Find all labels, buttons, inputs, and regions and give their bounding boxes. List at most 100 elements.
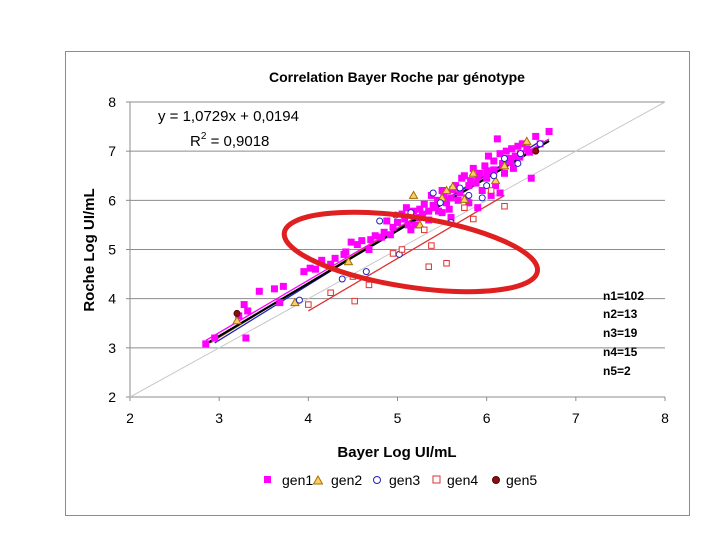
gen2-point-8 — [459, 194, 470, 203]
gen3-point-2 — [362, 268, 370, 276]
r2-value: = 0,9018 — [206, 133, 269, 150]
x-tick-label-2: 2 — [126, 410, 134, 426]
gen2-point-12 — [521, 136, 532, 145]
data-points — [202, 128, 553, 348]
gen1-point-67 — [527, 174, 535, 182]
gen1-point-0 — [202, 340, 210, 348]
gen4-point-8 — [425, 263, 432, 270]
fit-line-gen4 — [308, 194, 505, 312]
gen1-point-24 — [394, 218, 401, 226]
gen1-point-52 — [490, 157, 498, 165]
x-tick-label-6: 6 — [483, 410, 491, 426]
y-tick-label-3: 3 — [108, 340, 116, 356]
gen1-point-88 — [483, 168, 491, 176]
gen1-point-8 — [276, 299, 284, 307]
gen1-point-95 — [435, 207, 443, 215]
gen3-point-11 — [465, 191, 473, 199]
gen3-point-16 — [514, 159, 522, 167]
series-gen5 — [233, 147, 540, 317]
gen1-point-9 — [279, 282, 287, 290]
gen1-point-57 — [501, 169, 508, 177]
gen1-point-100 — [404, 221, 412, 229]
gen4-point-0 — [305, 301, 312, 308]
r2-prefix: R — [190, 133, 201, 150]
series-gen4 — [305, 187, 508, 308]
chart-title: Correlation Bayer Roche par génotype — [269, 69, 525, 85]
gen4-point-7 — [421, 226, 428, 234]
gen3-point-7 — [429, 189, 437, 197]
r-squared: R2 = 0,9018 — [190, 131, 269, 150]
legend: gen1 gen2 gen3 gen4 gen5 — [264, 472, 537, 488]
gen4-point-1 — [327, 289, 334, 297]
gen1-point-48 — [481, 162, 489, 170]
gen1-point-5 — [244, 307, 252, 315]
gen1-point-94 — [445, 205, 453, 213]
legend-item-gen5: gen5 — [492, 472, 537, 488]
gen3-point-15 — [501, 155, 508, 163]
gen1-point-47 — [478, 187, 486, 194]
y-tick-label-4: 4 — [108, 291, 116, 307]
gen1-point-82 — [429, 201, 437, 209]
reference-line-group — [129, 101, 666, 398]
gen2-point-7 — [447, 181, 458, 191]
gen4-point-3 — [351, 297, 358, 305]
legend-item-gen4: gen4 — [432, 472, 478, 488]
legend-marker-gen5 — [492, 476, 500, 484]
gen3-point-8 — [436, 199, 444, 207]
gen1-point-3 — [240, 301, 248, 309]
legend-marker-gen2 — [312, 474, 324, 485]
y-tick-label-6: 6 — [108, 192, 116, 208]
gen3-point-1 — [338, 275, 346, 283]
gen2-point-0 — [232, 315, 242, 325]
gen1-point-1 — [211, 334, 219, 342]
count-gen5: n5=2 — [603, 364, 631, 378]
x-tick-label-8: 8 — [661, 410, 669, 426]
gen1-point-68 — [532, 132, 540, 140]
r2-superscript: 2 — [201, 131, 207, 142]
gen1-point-97 — [340, 250, 348, 258]
gen1-point-98 — [367, 236, 375, 244]
gen1-point-50 — [484, 152, 492, 160]
gen2-point-11 — [499, 160, 510, 170]
gen1-point-89 — [490, 166, 498, 174]
legend-label-gen3: gen3 — [389, 472, 420, 488]
gen1-point-41 — [460, 172, 468, 180]
gen1-point-10 — [300, 268, 308, 276]
gen3-point-18 — [536, 140, 544, 148]
legend-marker-gen4 — [432, 475, 441, 484]
series-gen1 — [202, 128, 553, 348]
gen1-point-37 — [447, 194, 455, 202]
gen1-point-30 — [420, 200, 428, 208]
identity-reference-line — [129, 101, 666, 398]
legend-item-gen3: gen3 — [373, 472, 420, 488]
regression-equation: y = 1,0729x + 0,0194 — [158, 108, 299, 125]
highlight-ellipse — [281, 209, 541, 295]
count-gen3: n3=19 — [603, 326, 638, 340]
ticks: 2 3 4 5 6 7 8 2 3 4 5 6 7 8 — [108, 94, 669, 426]
gen1-point-78 — [389, 223, 397, 231]
gen4-point-6 — [398, 246, 406, 253]
gen1-point-22 — [383, 217, 391, 225]
gen1-point-54 — [493, 135, 501, 143]
gen1-point-14 — [331, 254, 339, 262]
gen4-point-13 — [487, 187, 495, 194]
gen4-point-14 — [501, 202, 508, 210]
x-tick-label-7: 7 — [572, 410, 580, 426]
gen3-point-0 — [295, 296, 303, 304]
gen3-point-14 — [490, 172, 498, 180]
gen1-point-75 — [474, 204, 482, 212]
legend-item-gen1: gen1 — [264, 472, 313, 488]
gen1-point-26 — [402, 204, 410, 212]
gen2-point-9 — [468, 168, 479, 177]
gen3-point-10 — [456, 184, 464, 192]
x-tick-label-5: 5 — [394, 410, 402, 426]
legend-marker-gen1 — [264, 476, 271, 483]
gen1-point-16 — [347, 238, 355, 246]
gen1-point-61 — [509, 164, 517, 172]
y-axis-label: Roche Log UI/mL — [81, 188, 98, 311]
gen1-point-55 — [496, 150, 504, 158]
legend-label-gen2: gen2 — [331, 472, 362, 488]
gen1-point-31 — [425, 207, 433, 215]
gen2-point-4 — [414, 219, 425, 229]
